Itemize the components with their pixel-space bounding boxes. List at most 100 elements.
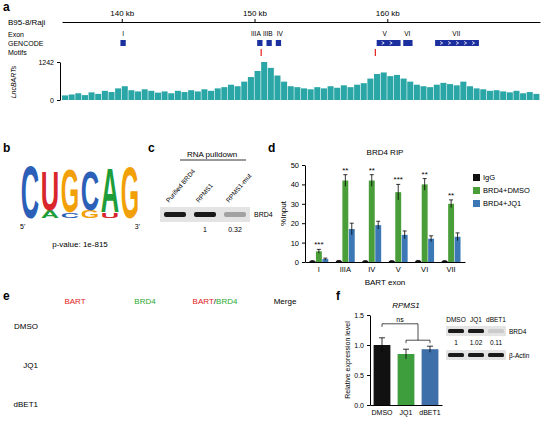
y-axis-title: %Input xyxy=(279,200,288,226)
tick-mark xyxy=(387,19,388,22)
quantification: 1 xyxy=(203,226,207,233)
coverage-bar xyxy=(440,83,446,100)
bar xyxy=(448,204,454,262)
coverage-bar xyxy=(494,90,500,100)
plot-area xyxy=(309,175,460,262)
row-label: GENCODE xyxy=(8,40,44,47)
tick: 1242 xyxy=(38,59,60,66)
tick-mark xyxy=(367,345,370,346)
track-label: LncBARTs xyxy=(10,65,17,98)
bracket-line xyxy=(406,340,407,343)
tick-mark xyxy=(302,262,305,263)
tick: 50 xyxy=(291,161,305,170)
logo-letter: C xyxy=(21,151,39,234)
coverage-bar xyxy=(195,91,201,100)
tick: I xyxy=(318,265,320,274)
chart-title: BRD4 RIP xyxy=(367,148,404,157)
bracket-line xyxy=(382,324,383,327)
three-prime: 3' xyxy=(135,223,140,230)
significance-bracket xyxy=(382,324,430,343)
tick-label: 40 xyxy=(291,180,299,189)
lane-label: RPMS1-mut xyxy=(224,172,252,204)
tick: 0 xyxy=(295,258,305,267)
error-cap xyxy=(376,221,380,222)
tick-label: V xyxy=(396,265,401,274)
coverage-bar xyxy=(328,86,334,100)
tick-label: 1242 xyxy=(38,59,54,66)
tick-label: 140 kb xyxy=(110,9,135,18)
bar xyxy=(369,181,375,262)
motif xyxy=(261,49,262,56)
significance: *** xyxy=(314,240,323,249)
tick-label: 0 xyxy=(295,258,299,267)
tick-label: dBET1 xyxy=(419,409,441,416)
tick-mark xyxy=(122,19,123,22)
tick: IV xyxy=(368,265,375,274)
coverage-bar xyxy=(268,68,274,100)
tick-label: 1.5 xyxy=(354,312,364,319)
header-part: BART xyxy=(193,297,214,306)
error-line xyxy=(406,349,407,359)
y-axis-title: Relative expression level xyxy=(344,321,352,399)
tick-label: DMSO xyxy=(372,409,394,416)
row-label: Motifs xyxy=(8,49,27,56)
error-cap xyxy=(350,223,354,224)
legend-swatch xyxy=(473,200,480,207)
tick-label: 160 kb xyxy=(376,9,401,18)
blot xyxy=(446,350,506,360)
tick: 40 xyxy=(291,180,305,189)
error-bar xyxy=(363,260,367,262)
header-part: BRD4 xyxy=(216,297,238,306)
strand-arrow xyxy=(464,42,467,45)
coverage-bar xyxy=(294,87,300,100)
error-bar xyxy=(343,175,347,187)
error-bar xyxy=(427,346,433,352)
coverage-bar xyxy=(261,62,267,100)
coverage-bar xyxy=(235,86,241,100)
coverage-bar xyxy=(102,91,108,100)
axis: 01020304050 xyxy=(291,161,306,267)
significance: ns xyxy=(396,316,404,323)
bar xyxy=(374,345,391,405)
quantification: 0.11 xyxy=(490,339,503,346)
tick: 30 xyxy=(291,200,305,209)
band xyxy=(194,212,216,217)
axis: 0.00.51.01.5 xyxy=(354,312,370,409)
coverage-bar xyxy=(421,86,427,100)
error-cap xyxy=(456,232,460,233)
tick-mark xyxy=(302,184,305,185)
blot xyxy=(160,207,250,222)
header-part: BART xyxy=(64,297,85,306)
coverage-bar xyxy=(427,87,433,100)
axis-line xyxy=(371,405,443,406)
coverage-bar xyxy=(401,79,407,100)
lane-label: Purified BRD4 xyxy=(164,167,196,203)
coverage-bar xyxy=(241,82,247,100)
axis-line xyxy=(305,166,306,263)
lane-label: RPMS1 xyxy=(194,182,214,204)
bar xyxy=(362,261,368,262)
tick: V xyxy=(396,265,401,274)
error-bar xyxy=(376,221,380,229)
bar xyxy=(309,261,315,262)
coverage-bar xyxy=(454,85,460,100)
tick-label: 150 kb xyxy=(243,9,268,18)
coverage-bar xyxy=(82,95,88,100)
coverage-bar xyxy=(208,91,214,100)
tick-label: 1.0 xyxy=(354,342,364,349)
tick-mark xyxy=(57,100,60,101)
title-underline xyxy=(180,160,246,161)
coverage-bar xyxy=(115,88,121,100)
gencode-block xyxy=(276,40,281,46)
band xyxy=(468,353,484,357)
coverage-bar xyxy=(381,72,387,100)
panel-letter: b xyxy=(3,141,10,155)
axis-line xyxy=(306,262,466,263)
bar xyxy=(422,349,439,405)
error-line xyxy=(345,175,346,187)
coverage-bar xyxy=(394,75,400,100)
error-line xyxy=(424,179,425,191)
error-cap xyxy=(403,230,407,231)
legend-label: IgG xyxy=(483,173,495,182)
coverage-bar xyxy=(62,95,68,100)
